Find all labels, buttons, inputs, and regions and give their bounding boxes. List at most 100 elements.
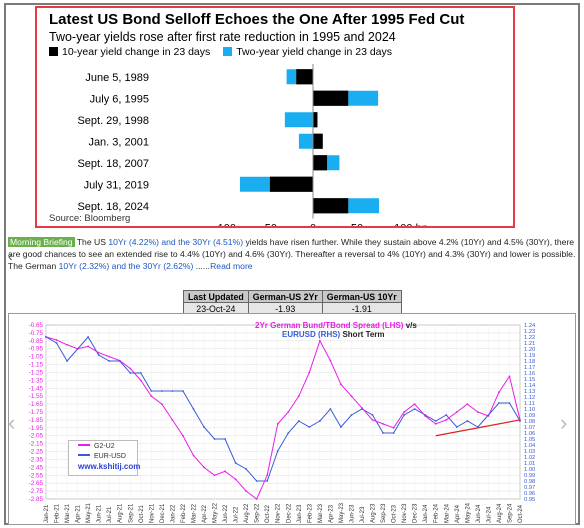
left-tick-label: -1.15	[29, 362, 44, 369]
spread-point	[287, 411, 290, 413]
x-tick-label: Jun-24	[476, 504, 482, 523]
carousel-prev-icon[interactable]: ‹	[8, 410, 16, 435]
x-tick-label: Dec-23	[413, 503, 419, 523]
eurusd-point	[192, 408, 195, 410]
table-header: German-US 10Yr	[321, 290, 402, 303]
left-tick-label: -1.75	[29, 409, 44, 416]
x-tick-label: Jan-24	[423, 504, 429, 523]
briefing-text-4: ......	[193, 261, 211, 271]
bar-10y-overlay	[296, 69, 313, 85]
spread-point	[297, 395, 300, 398]
legend-g2u2: G2-U2	[78, 443, 115, 450]
eurusd-point	[45, 336, 47, 338]
left-tick-label: -0.95	[29, 346, 44, 353]
legend-line-g2u2	[78, 444, 90, 446]
right-tick-label: 1.06	[524, 431, 535, 437]
eurusd-point	[371, 414, 374, 416]
x-tick-label: Aug-21	[118, 503, 124, 523]
x-tick-label: Apr-22	[202, 504, 208, 523]
eurusd-point	[139, 372, 142, 374]
spread-point	[329, 359, 332, 362]
spread-point	[392, 426, 395, 429]
spread-chart-subtitle: EURUSD (RHS) Short Term	[282, 330, 385, 339]
right-tick-label: 0.96	[524, 491, 535, 497]
right-tick-label: 1.09	[524, 413, 535, 419]
x-tick-label: Sep-23	[381, 503, 387, 523]
legend-swatch-10y	[49, 47, 58, 56]
spread-point	[234, 478, 237, 481]
right-tick-label: 1.22	[524, 335, 535, 341]
spread-point	[266, 474, 269, 477]
spread-title-lhs: 2Yr German Bund/TBond Spread (LHS)	[255, 321, 404, 330]
left-tick-label: -0.75	[29, 330, 44, 337]
spread-legend-box	[68, 440, 138, 476]
x-tick-label: 0	[310, 223, 316, 227]
bar-2y	[327, 155, 340, 171]
x-tick-label: Sep-22	[255, 503, 261, 523]
eurusd-point	[55, 342, 58, 344]
spread-point	[371, 419, 374, 421]
spread-point	[108, 355, 111, 358]
site-watermark: www.kshitij.com	[78, 462, 141, 471]
x-tick-label: Jun-22	[223, 504, 229, 523]
spread-title-rhs: EURUSD (RHS)	[282, 330, 341, 339]
bar-10y-overlay	[313, 198, 349, 214]
eurusd-point	[392, 432, 395, 434]
bar-category-label: Sept. 18, 2007	[77, 158, 149, 170]
bar-10y-overlay	[313, 90, 349, 106]
left-tick-label: -1.65	[29, 401, 44, 408]
bond-chart-title: Latest US Bond Selloff Echoes the One Af…	[49, 11, 465, 28]
eurusd-point	[361, 408, 363, 410]
legend-swatch-2y	[223, 47, 233, 56]
x-tick-label: Aug-24	[497, 503, 503, 523]
x-tick-label: -100	[214, 223, 236, 227]
read-more-link[interactable]: Read more	[210, 261, 253, 271]
left-tick-label: -2.05	[29, 433, 44, 440]
left-tick-label: -2.25	[29, 449, 44, 456]
eurusd-point	[182, 390, 184, 392]
eurusd-point	[487, 414, 490, 416]
legend-label-g2u2: G2-U2	[94, 443, 115, 450]
x-tick-label: Apr-21	[76, 504, 82, 523]
eurusd-point	[308, 426, 311, 428]
right-tick-label: 1.24	[524, 323, 536, 329]
bar-10y-overlay	[313, 133, 323, 149]
x-tick-label: Dec-21	[160, 503, 166, 523]
x-tick-label: Jul-22	[234, 506, 240, 523]
spread-point	[160, 403, 163, 405]
spread-point	[476, 411, 479, 413]
right-tick-label: 1.13	[524, 389, 535, 395]
table-header: German-US 2Yr	[247, 290, 323, 303]
left-tick-label: -1.85	[29, 417, 44, 424]
spread-point	[318, 339, 321, 342]
x-tick-label: Jun-21	[97, 504, 103, 523]
right-tick-label: 1.23	[524, 329, 535, 335]
bar-2y	[348, 198, 379, 214]
bond-chart-subtitle: Two-year yields rose after first rate re…	[49, 30, 396, 44]
x-tick-label: Feb-21	[55, 503, 61, 523]
x-tick-label: Jan-23	[297, 504, 303, 523]
spread-point	[255, 498, 258, 500]
left-tick-label: -2.65	[29, 480, 44, 487]
spread-point	[413, 403, 416, 405]
eurusd-point	[213, 438, 216, 440]
right-tick-label: 1.20	[524, 347, 535, 353]
eurusd-point	[287, 432, 290, 434]
x-tick-label: Mar-23	[318, 503, 324, 523]
bar-2y	[286, 69, 297, 85]
spread-point	[466, 403, 469, 405]
spread-point	[403, 411, 406, 413]
right-tick-label: 1.01	[524, 461, 535, 467]
eurusd-point	[129, 372, 132, 374]
bar-10y-overlay	[313, 112, 318, 128]
x-tick-label: Jan-22	[170, 504, 176, 523]
eurusd-point	[466, 420, 469, 422]
eurusd-point	[318, 420, 321, 422]
x-tick-label: Jul-24	[486, 506, 492, 523]
carousel-next-icon[interactable]: ›	[560, 410, 568, 435]
eurusd-point	[108, 360, 111, 362]
bar-category-label: Sept. 29, 1998	[77, 115, 149, 127]
eurusd-point	[255, 480, 258, 482]
right-tick-label: 1.00	[524, 467, 535, 473]
trendline	[435, 419, 521, 437]
